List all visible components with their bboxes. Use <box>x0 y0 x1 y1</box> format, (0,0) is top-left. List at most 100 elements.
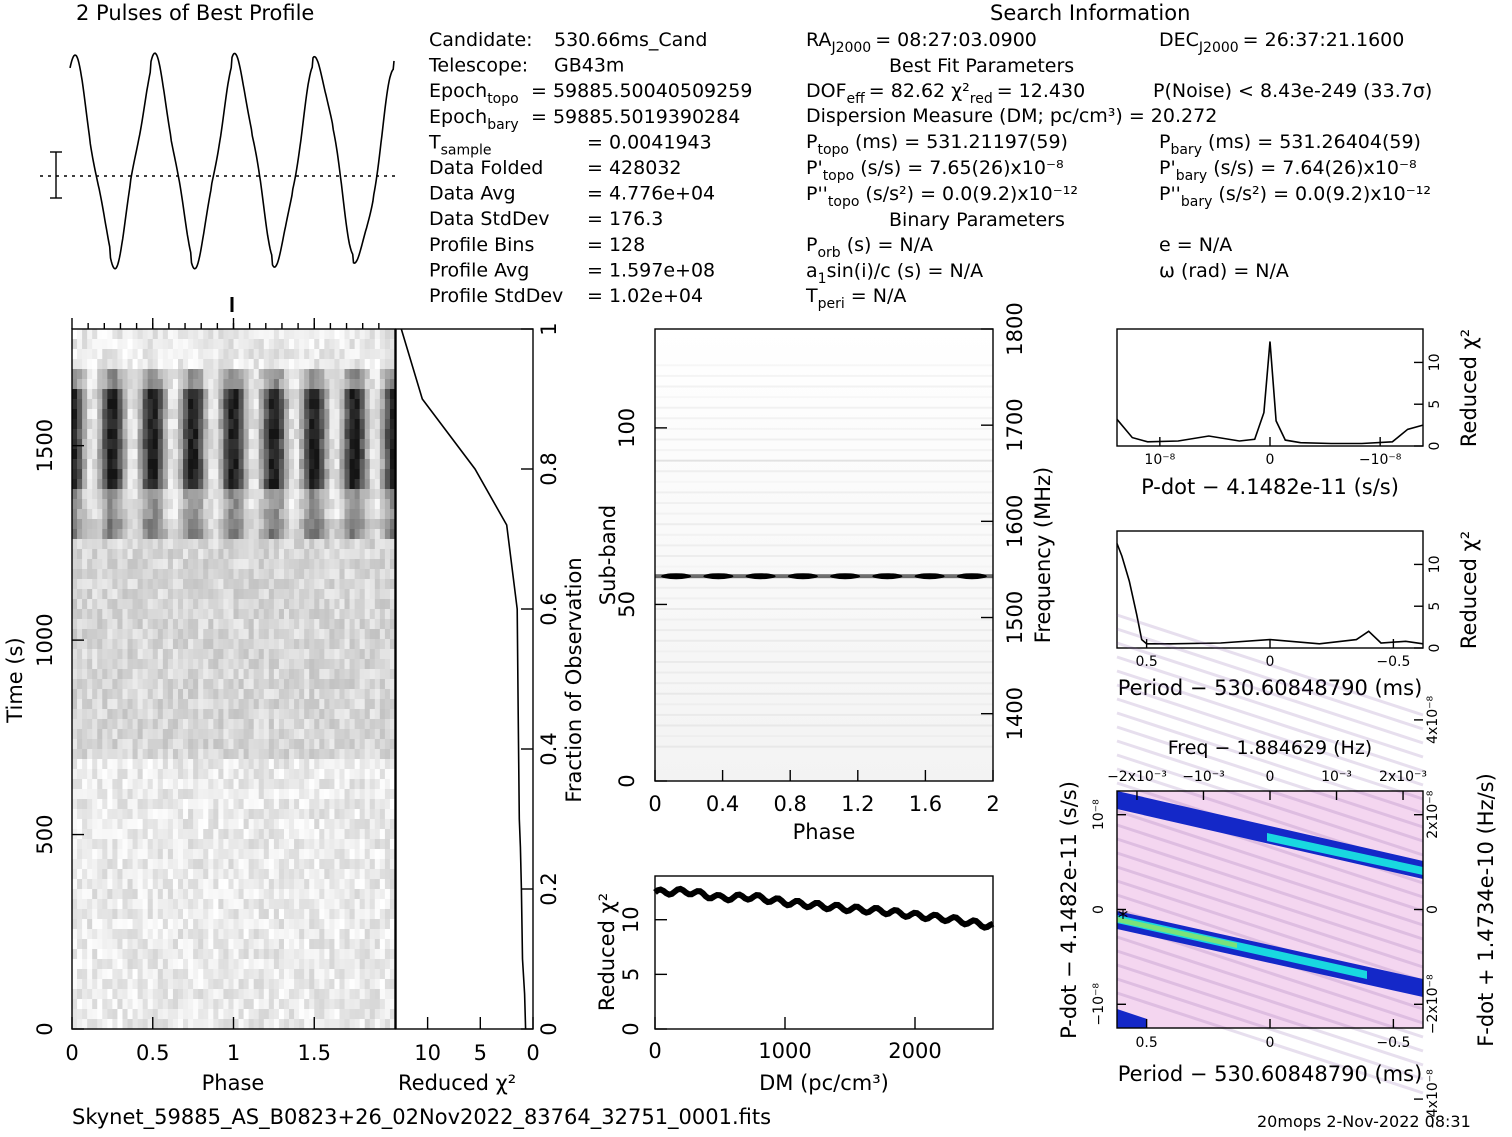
heat-cell <box>127 609 134 620</box>
heat-cell <box>289 529 295 540</box>
heat-cell <box>203 719 209 730</box>
heat-cell <box>309 499 315 510</box>
heat-cell <box>208 1009 214 1020</box>
heat-cell <box>364 939 371 950</box>
heat-cell <box>238 1009 245 1020</box>
heat-cell <box>183 489 189 500</box>
heat-cell <box>172 819 179 830</box>
heat-cell <box>183 649 189 660</box>
heat-cell <box>218 629 225 640</box>
heat-cell <box>152 639 159 650</box>
heat-cell <box>253 329 260 340</box>
heat-cell <box>188 819 194 830</box>
heat-cell <box>384 639 391 650</box>
heat-cell <box>248 509 255 520</box>
heat-cell <box>309 439 315 450</box>
heat-cell <box>278 399 285 410</box>
heat-cell <box>344 719 351 730</box>
heat-cell <box>183 529 189 540</box>
heat-cell <box>82 349 88 360</box>
heat-cell <box>117 409 124 420</box>
heat-cell <box>167 809 174 820</box>
heat-cell <box>77 409 83 420</box>
ppdot-streak <box>1116 697 1424 801</box>
heat-cell <box>324 369 330 380</box>
heat-cell <box>77 919 83 930</box>
heat-cell <box>334 829 341 840</box>
heat-cell <box>152 619 159 630</box>
heat-cell <box>188 989 194 1000</box>
heat-cell <box>283 499 290 510</box>
heat-cell <box>107 339 113 350</box>
heat-cell <box>324 919 330 930</box>
heat-cell <box>92 909 98 920</box>
heat-cell <box>102 659 108 670</box>
heat-cell <box>379 449 386 460</box>
heat-cell <box>369 679 376 690</box>
heat-cell <box>198 769 204 780</box>
heat-cell <box>289 919 295 930</box>
heat-cell <box>283 879 290 890</box>
heat-cell <box>152 719 159 730</box>
heat-cell <box>87 429 93 440</box>
heat-cell <box>278 749 285 760</box>
heat-cell <box>107 829 113 840</box>
heat-cell <box>97 369 103 380</box>
heat-cell <box>203 489 209 500</box>
heat-cell <box>137 699 144 710</box>
heat-cell <box>364 569 371 580</box>
heat-cell <box>268 369 275 380</box>
heat-cell <box>304 359 310 370</box>
heat-cell <box>263 499 270 510</box>
heat-cell <box>122 999 129 1010</box>
heat-cell <box>102 929 108 940</box>
heat-cell <box>72 329 78 340</box>
heat-cell <box>218 929 225 940</box>
heat-cell <box>112 539 119 550</box>
heat-cell <box>208 719 214 730</box>
heat-cell <box>188 849 194 860</box>
heat-cell <box>364 379 371 390</box>
heat-cell <box>248 839 255 850</box>
heat-cell <box>72 559 78 570</box>
heat-cell <box>177 349 184 360</box>
heat-cell <box>243 419 250 430</box>
heat-cell <box>142 909 149 920</box>
heat-cell <box>147 389 154 400</box>
heat-cell <box>157 969 164 980</box>
heat-cell <box>309 679 315 690</box>
heat-cell <box>72 859 78 870</box>
heat-cell <box>193 569 199 580</box>
heat-cell <box>263 409 270 420</box>
heat-cell <box>102 449 108 460</box>
heat-cell <box>97 439 103 450</box>
heat-cell <box>238 789 245 800</box>
heat-cell <box>314 829 320 840</box>
heat-cell <box>112 769 119 780</box>
heat-cell <box>188 499 194 510</box>
heat-cell <box>132 599 139 610</box>
heat-cell <box>369 639 376 650</box>
heat-cell <box>384 879 391 890</box>
heat-cell <box>309 359 315 370</box>
heat-cell <box>77 839 83 850</box>
heat-cell <box>359 519 366 530</box>
heat-cell <box>223 999 230 1010</box>
heat-cell <box>289 469 295 480</box>
heat-cell <box>243 969 250 980</box>
heat-cell <box>243 909 250 920</box>
x-tick-label: 5 <box>474 1041 487 1065</box>
heat-cell <box>319 729 325 740</box>
heat-cell <box>339 359 346 370</box>
heat-cell <box>349 869 356 880</box>
heat-cell <box>97 789 103 800</box>
heat-cell <box>324 969 330 980</box>
heat-cell <box>228 629 235 640</box>
heat-cell <box>117 739 124 750</box>
heat-cell <box>238 869 245 880</box>
omega-row: ω (rad) = N/A <box>1159 260 1289 282</box>
heat-cell <box>203 809 209 820</box>
heat-cell <box>334 1019 341 1030</box>
subband-row <box>655 364 993 366</box>
heat-cell <box>218 649 225 660</box>
